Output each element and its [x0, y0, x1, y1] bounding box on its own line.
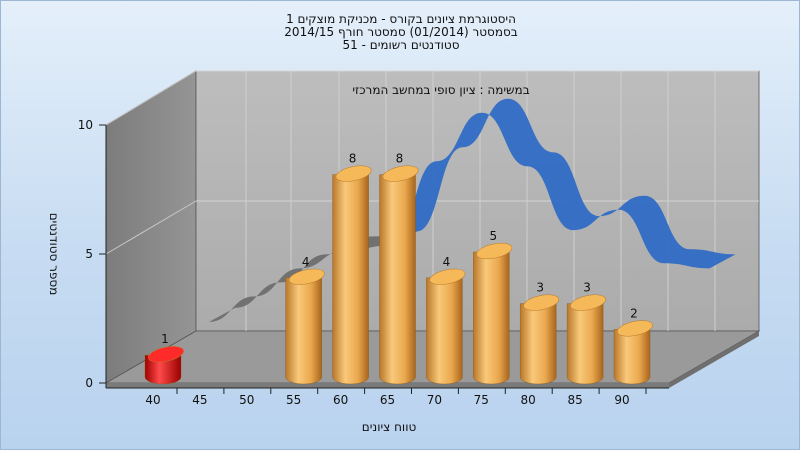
bar-body — [566, 303, 604, 385]
floor-side-edge — [669, 331, 759, 388]
bar-body — [332, 174, 369, 385]
bar-top — [617, 320, 653, 337]
bar-top — [288, 268, 325, 285]
title-line-1: היסטוגרמת ציונים בקורס - מכניקת מוצקים 1 — [286, 12, 516, 26]
bar-top — [382, 165, 419, 182]
x-tick-label: 55 — [286, 393, 301, 407]
bar: 4 — [285, 255, 325, 385]
bar: 3 — [566, 281, 607, 385]
bar-value-label: 2 — [630, 306, 638, 320]
x-tick-label: 85 — [567, 393, 582, 407]
chart-title: היסטוגרמת ציונים בקורס - מכניקת מוצקים 1… — [1, 13, 800, 52]
bar-value-label: 8 — [349, 152, 357, 166]
x-tick-label: 75 — [474, 393, 489, 407]
ribbon-segment — [391, 98, 736, 269]
bar-value-label: 8 — [396, 152, 404, 166]
bar: 2 — [613, 306, 653, 385]
bar: 8 — [332, 152, 372, 385]
gridline-left — [105, 70, 197, 126]
x-tick-label: 45 — [192, 393, 207, 407]
bar-value-label: 4 — [302, 255, 310, 269]
bar-value-label: 5 — [489, 229, 497, 243]
x-axis-label: טווח ציונים — [362, 420, 417, 434]
bar-body — [613, 329, 651, 385]
bar-value-label: 3 — [536, 281, 544, 295]
x-tick-label: 90 — [614, 393, 629, 407]
bar: 8 — [379, 152, 419, 385]
x-tick-label: 65 — [380, 393, 395, 407]
title-line-2: בסמסטר (01/2014) סמסטר חורף 2014/15 — [284, 25, 518, 39]
bar-body — [473, 251, 510, 385]
bar-top — [335, 165, 372, 182]
floor-front-edge — [106, 383, 669, 388]
x-tick-label: 80 — [521, 393, 536, 407]
x-tick-label: 70 — [427, 393, 442, 407]
bar-value-label: 3 — [583, 281, 591, 295]
bar-top — [429, 268, 466, 285]
y-tick-label: 5 — [85, 247, 93, 261]
bar-value-label: 1 — [161, 332, 169, 346]
y-axis-ticks: 0 5 10 — [78, 118, 106, 390]
bar: 1 — [144, 332, 184, 385]
bar-value-label: 4 — [443, 255, 451, 269]
y-tick-label: 0 — [85, 376, 93, 390]
bar-body — [285, 277, 322, 385]
x-tick-label: 40 — [145, 393, 160, 407]
y-tick-label: 10 — [78, 118, 93, 132]
bar: 3 — [520, 281, 560, 385]
gridline-left — [105, 200, 197, 255]
title-line-3: סטודנטים רשומים - 51 — [342, 38, 460, 52]
x-tick-label: 60 — [333, 393, 348, 407]
bar-series: 1 4 8 8 4 5 3 3 2 — [144, 152, 653, 385]
y-axis-label: מספר סטודנטים — [47, 213, 61, 296]
bar-top — [148, 346, 184, 363]
bar-body — [426, 277, 463, 385]
bar-top — [476, 242, 513, 260]
chart-subtitle: במשימה : ציון סופי במחשב המרכזי — [352, 83, 529, 97]
bar-body — [144, 355, 182, 385]
bar-top — [523, 294, 560, 311]
bar: 5 — [473, 229, 513, 385]
bar-top — [570, 294, 607, 311]
x-axis-ticks: 40 45 50 55 60 65 70 75 80 85 90 — [145, 388, 647, 407]
bar-body — [520, 303, 557, 385]
x-tick-label: 50 — [239, 393, 254, 407]
bar: 4 — [426, 255, 466, 385]
bar-body — [379, 174, 416, 385]
